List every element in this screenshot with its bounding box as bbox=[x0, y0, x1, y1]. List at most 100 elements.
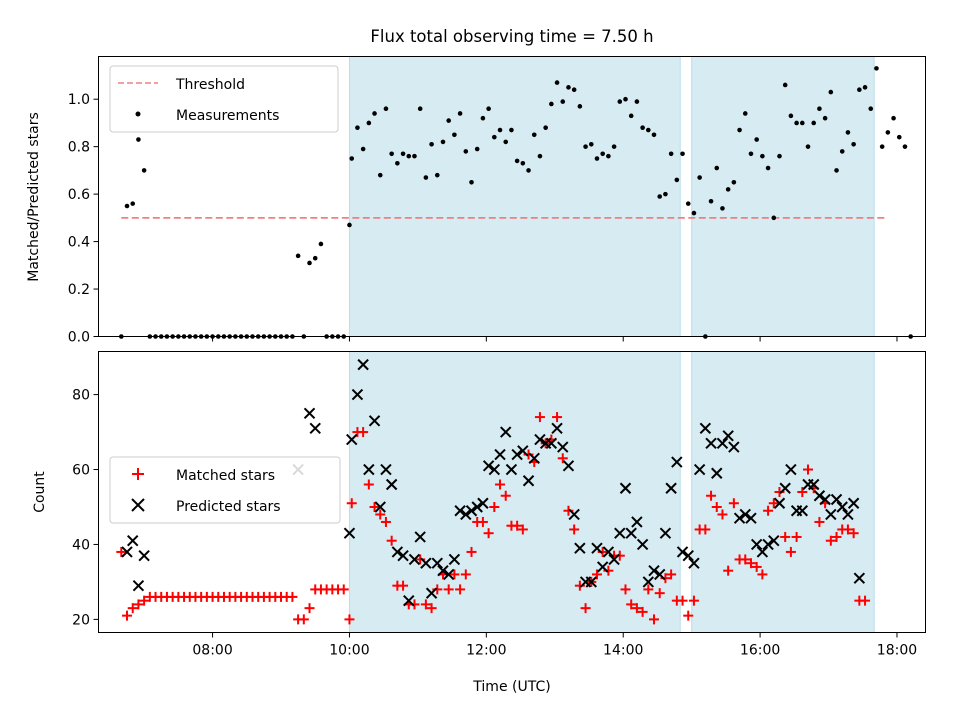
matched-star-point bbox=[483, 528, 494, 539]
measurement-point bbox=[771, 215, 777, 221]
measurement-point bbox=[469, 179, 474, 185]
predicted-star-point bbox=[591, 542, 603, 554]
measurement-point bbox=[788, 113, 794, 119]
predicted-star-point bbox=[408, 553, 421, 566]
predicted-star-point bbox=[465, 505, 478, 517]
measurement-point bbox=[839, 149, 845, 154]
measurement-point bbox=[554, 80, 560, 85]
matched-star-point bbox=[831, 531, 842, 542]
bottom-y-tick-label: 80 bbox=[72, 388, 90, 404]
measurement-point bbox=[674, 177, 680, 183]
predicted-star-point bbox=[682, 549, 694, 562]
measurement-point bbox=[429, 141, 434, 147]
measurement-point bbox=[640, 125, 645, 130]
measurement-point bbox=[811, 120, 817, 126]
measurement-point bbox=[628, 113, 634, 119]
matched-star-point bbox=[338, 584, 349, 595]
matched-star-point bbox=[344, 614, 355, 625]
predicted-star-point bbox=[768, 534, 780, 547]
matched-star-point bbox=[814, 516, 825, 527]
measurement-point bbox=[492, 134, 497, 140]
predicted-star-point bbox=[711, 467, 723, 479]
measurement-point bbox=[634, 99, 640, 104]
predicted-star-point bbox=[551, 422, 563, 435]
top-legend-frame bbox=[109, 65, 339, 133]
matched-star-point bbox=[455, 584, 466, 595]
predicted-star-point bbox=[819, 493, 831, 506]
matched-star-point bbox=[139, 595, 150, 606]
matched-star-point bbox=[500, 490, 511, 501]
bottom-legend: Matched stars Predicted stars bbox=[109, 456, 341, 524]
measurement-point bbox=[828, 89, 834, 95]
matched-star-point bbox=[677, 595, 688, 606]
bottom-x-tick-label: 12:00 bbox=[466, 643, 506, 659]
measurement-point bbox=[452, 132, 457, 138]
matched-star-point bbox=[649, 614, 660, 625]
bottom-x-tick-label: 10:00 bbox=[329, 643, 369, 659]
predicted-star-point bbox=[762, 538, 774, 551]
predicted-star-point bbox=[705, 437, 717, 450]
predicted-star-point bbox=[693, 463, 706, 476]
predicted-star-point bbox=[500, 426, 512, 438]
top-legend: Threshold Measurements bbox=[109, 65, 339, 133]
measurement-point bbox=[497, 127, 503, 133]
measurement-point bbox=[868, 106, 874, 112]
measurement-point bbox=[794, 120, 799, 126]
bottom-x-tick-label: 18:00 bbox=[877, 643, 917, 659]
measurement-point bbox=[560, 99, 566, 104]
matched-star-point bbox=[426, 603, 437, 614]
matched-star-point bbox=[287, 591, 298, 602]
measurement-point bbox=[480, 115, 486, 121]
predicted-star-point bbox=[830, 493, 843, 506]
predicted-star-point bbox=[414, 531, 426, 543]
bottom-y-axis: 20 40 60 80 bbox=[72, 388, 99, 628]
matched-star-point bbox=[495, 479, 506, 490]
predicted-star-point bbox=[728, 441, 740, 453]
measurement-point bbox=[531, 132, 537, 138]
predicted-star-point bbox=[756, 546, 769, 558]
predicted-star-point bbox=[437, 564, 449, 577]
matched-star-point bbox=[666, 569, 677, 580]
predicted-star-point bbox=[391, 546, 404, 558]
predicted-star-point bbox=[346, 433, 358, 446]
matched-star-point bbox=[751, 561, 762, 572]
matched-star-point bbox=[763, 505, 774, 516]
predicted-star-point bbox=[631, 516, 643, 528]
matched-star-point bbox=[803, 464, 814, 475]
predicted-star-point bbox=[363, 463, 375, 476]
measurement-point bbox=[646, 127, 651, 133]
measurement-point bbox=[457, 111, 463, 116]
measurement-point bbox=[383, 106, 389, 112]
predicted-star-point bbox=[654, 568, 666, 581]
predicted-star-point bbox=[397, 549, 409, 562]
measurement-point bbox=[851, 141, 856, 147]
matched-star-point bbox=[420, 599, 431, 610]
matched-star-point bbox=[460, 569, 471, 580]
matched-star-point bbox=[797, 487, 808, 497]
matched-star-point bbox=[122, 610, 133, 621]
predicted-star-point bbox=[425, 587, 438, 599]
measurement-point bbox=[509, 127, 514, 133]
legend-measurements-swatch bbox=[135, 111, 141, 117]
predicted-star-point bbox=[614, 527, 626, 539]
bottom-x-tick-label: 16:00 bbox=[740, 643, 780, 659]
measurement-point bbox=[606, 153, 611, 159]
legend-predicted-swatch bbox=[131, 498, 145, 512]
predicted-star-point bbox=[420, 557, 432, 569]
measurement-point bbox=[748, 151, 754, 157]
measurement-point bbox=[663, 191, 668, 197]
bottom-y-tick-label: 40 bbox=[72, 537, 90, 553]
measurement-point bbox=[720, 206, 725, 211]
measurement-point bbox=[307, 260, 312, 266]
predicted-star-point bbox=[385, 478, 398, 491]
matched-star-point bbox=[626, 599, 637, 610]
predicted-star-point bbox=[517, 445, 529, 457]
measurement-point bbox=[440, 139, 446, 145]
matched-star-point bbox=[728, 498, 739, 509]
predicted-star-point bbox=[785, 463, 797, 476]
predicted-star-point bbox=[659, 527, 672, 539]
matched-star-point bbox=[768, 498, 779, 509]
measurement-point bbox=[714, 165, 720, 171]
measurement-point bbox=[874, 66, 879, 71]
matched-star-point bbox=[785, 546, 796, 557]
